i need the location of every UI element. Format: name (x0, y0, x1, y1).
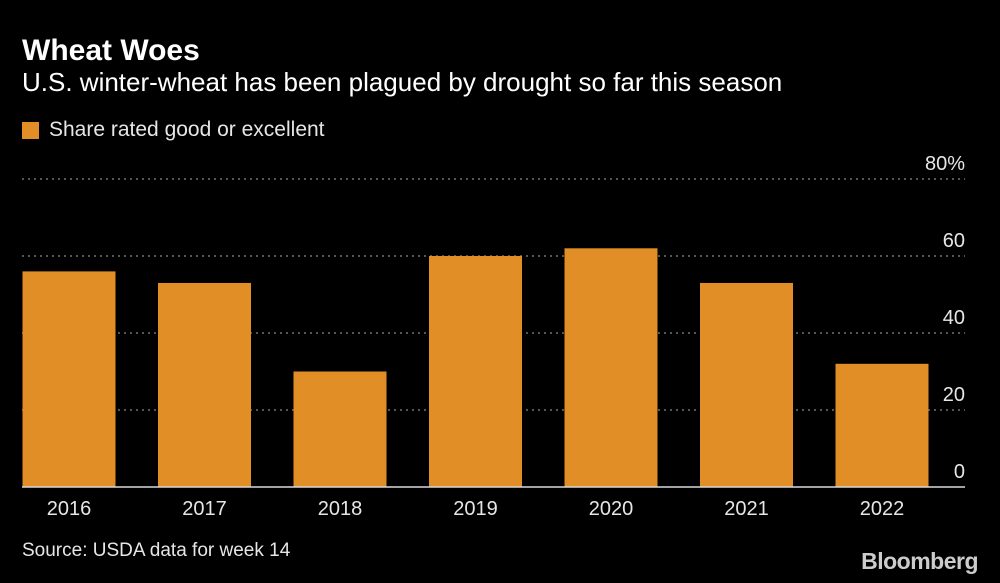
legend: Share rated good or excellent (22, 118, 325, 142)
chart-title: Wheat Woes (22, 34, 200, 67)
x-tick-label: 2022 (860, 498, 905, 520)
y-tick-label: 0 (954, 461, 965, 483)
y-tick-label: 60 (943, 230, 965, 252)
y-tick-label: 20 (943, 384, 965, 406)
bar (700, 282, 793, 487)
legend-label: Share rated good or excellent (49, 118, 325, 141)
x-tick-label: 2017 (182, 498, 227, 520)
bar (429, 256, 522, 487)
x-tick-label: 2016 (47, 498, 92, 520)
y-tick-label: 80% (925, 153, 965, 175)
source-note: Source: USDA data for week 14 (22, 540, 291, 561)
x-tick-label: 2020 (589, 498, 634, 520)
bloomberg-logo: Bloomberg (861, 548, 978, 574)
bar (22, 271, 116, 487)
legend-swatch (22, 121, 39, 139)
bar (158, 282, 251, 487)
chart-subtitle: U.S. winter-wheat has been plagued by dr… (22, 67, 783, 97)
x-tick-label: 2021 (724, 498, 769, 520)
bar (835, 363, 929, 487)
x-tick-label: 2019 (453, 498, 498, 520)
bar (564, 248, 658, 487)
y-tick-label: 40 (943, 307, 965, 329)
bar (293, 371, 387, 487)
x-tick-label: 2018 (318, 498, 363, 520)
